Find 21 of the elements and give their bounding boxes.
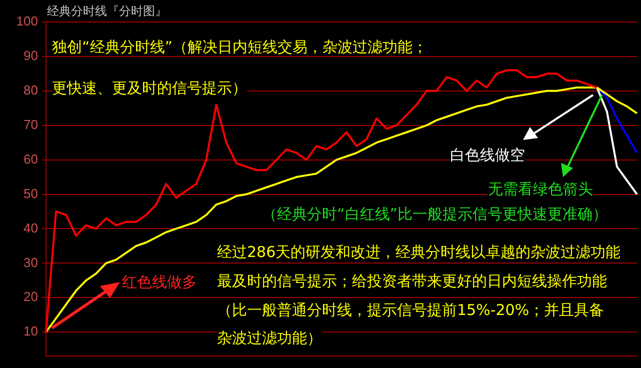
y-tick-label: 90 xyxy=(24,48,38,64)
y-tick-label: 50 xyxy=(24,186,38,201)
annotation: （比一般普通分时线，提示信号提前15%-20%；并且具备 xyxy=(217,301,604,319)
annotation: 无需看绿色箭头 xyxy=(488,180,593,198)
annotation: 更快速、更及时的信号提示） xyxy=(52,79,247,97)
chart-title: 经典分时线『分时图』 xyxy=(47,3,167,20)
annotation: 经过286天的研发和改进，经典分时线以卓越的杂波过滤功能 xyxy=(217,243,621,261)
y-tick-label: 10 xyxy=(24,324,38,339)
y-tick-label: 100 xyxy=(16,14,38,29)
annotation: 最及时的信号提示；给投资者带来更好的日内短线操作功能 xyxy=(217,272,607,290)
y-tick-label: 40 xyxy=(24,220,38,236)
y-tick-label: 30 xyxy=(24,254,38,270)
annotation: 红色线做多 xyxy=(122,273,197,291)
y-tick-label: 80 xyxy=(24,82,38,98)
annotation: 杂波过滤功能） xyxy=(217,329,322,347)
annotation: 独创“经典分时线”（解决日内短线交易，杂波过滤功能； xyxy=(52,38,428,56)
annotation: 白色线做空 xyxy=(450,146,525,164)
y-tick-label: 20 xyxy=(24,289,38,304)
y-tick-label: 60 xyxy=(24,151,38,166)
y-tick-label: 70 xyxy=(24,116,38,132)
annotation: （经典分时“白红线”比一般提示信号更快速更准确） xyxy=(262,205,608,223)
